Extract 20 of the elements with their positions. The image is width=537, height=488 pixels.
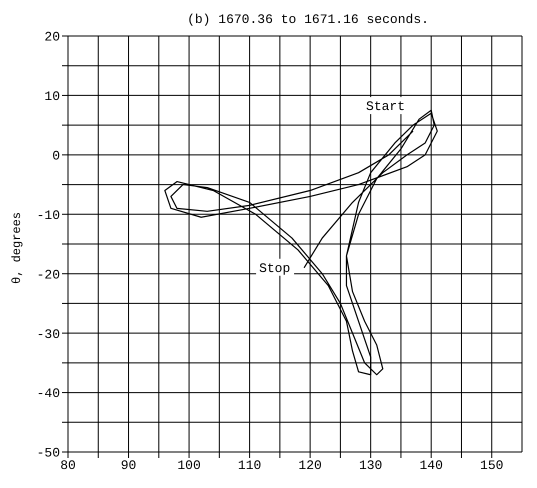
x-tick-label: 140 [419, 458, 443, 474]
x-tick-label: 110 [238, 458, 262, 474]
chart-title: (b) 1670.36 to 1671.16 seconds. [186, 12, 430, 27]
x-tick-label: 120 [298, 458, 322, 474]
x-tick-label: 130 [358, 458, 382, 474]
x-tick-label: 80 [60, 458, 76, 474]
x-tick-label: 150 [480, 458, 504, 474]
annotation: Stop [259, 260, 290, 276]
y-tick-label: -10 [36, 208, 60, 223]
y-tick-label: 10 [44, 89, 60, 104]
y-tick-label: -30 [36, 326, 60, 342]
y-axis-title: θ, degrees [10, 212, 24, 284]
annotation: Start [366, 99, 406, 114]
y-tick-label: 0 [52, 148, 60, 164]
x-tick-label: 100 [177, 458, 201, 474]
y-tick-label: -50 [36, 446, 60, 461]
y-tick-label: -20 [36, 267, 60, 282]
y-tick-label: 20 [44, 30, 60, 45]
x-tick-label: 90 [120, 458, 136, 474]
y-tick-label: -40 [36, 386, 60, 402]
